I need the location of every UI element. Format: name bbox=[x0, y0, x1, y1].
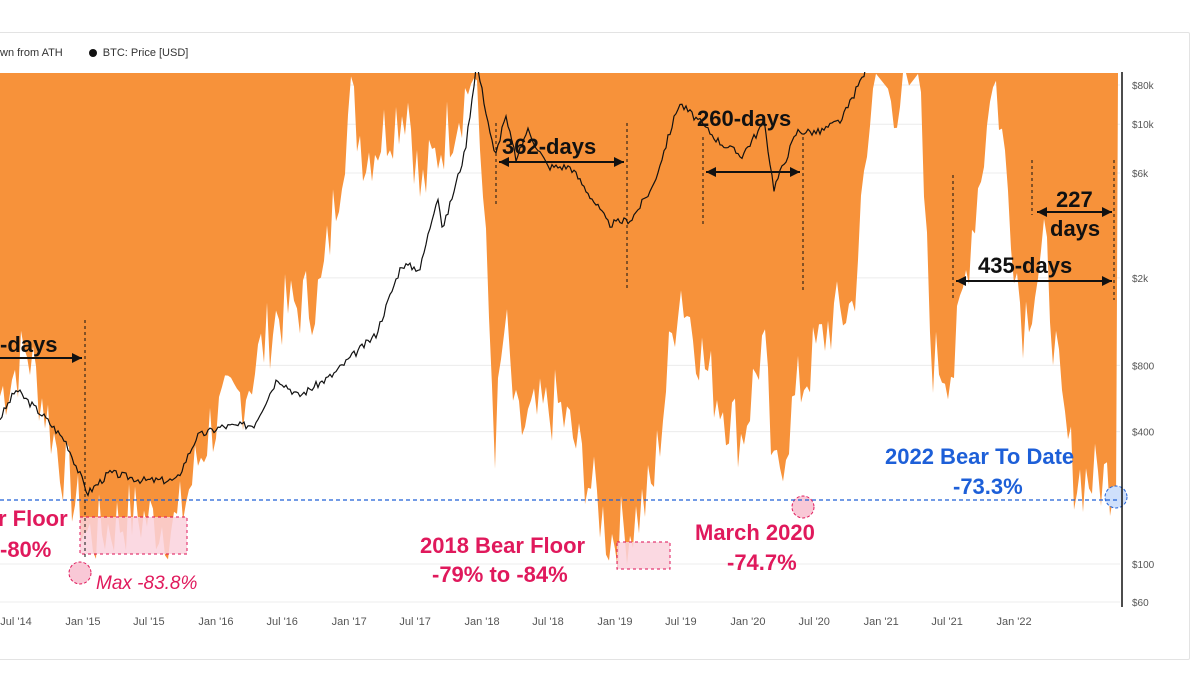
arrow-head-icon bbox=[956, 276, 966, 286]
arrow-head-icon bbox=[706, 167, 716, 177]
legend-drawdown[interactable]: wn from ATH bbox=[0, 47, 63, 59]
annotations: -days 362-days 260-days 227 days 435-day… bbox=[0, 106, 1100, 594]
arrow-head-icon bbox=[1102, 276, 1112, 286]
legend: wn from ATH BTC: Price [USD] bbox=[0, 44, 188, 62]
y-tick-label: $2k bbox=[1132, 274, 1149, 285]
arrow-head-icon bbox=[1102, 207, 1112, 217]
x-tick-label: Jan '17 bbox=[332, 616, 367, 628]
x-tick-label: Jul '17 bbox=[399, 616, 430, 628]
annotation-2015-max: Max -83.8% bbox=[96, 573, 197, 594]
legend-price-label: BTC: Price [USD] bbox=[102, 47, 189, 59]
price-series bbox=[0, 72, 866, 498]
arrow-head-icon bbox=[72, 353, 82, 363]
annotation-2018-range: -79% to -84% bbox=[432, 562, 568, 587]
annotation-march-2020-pct: -74.7% bbox=[727, 550, 797, 575]
y-tick-label: $60 bbox=[1132, 598, 1149, 609]
bottom-marker-circle bbox=[791, 495, 815, 519]
x-tick-label: Jul '16 bbox=[266, 616, 297, 628]
x-tick-label: Jul '20 bbox=[798, 616, 829, 628]
x-tick-label: Jan '16 bbox=[198, 616, 233, 628]
annotation-march-2020: March 2020 bbox=[695, 520, 815, 545]
arrow-head-icon bbox=[1037, 207, 1047, 217]
x-tick-label: Jul '18 bbox=[532, 616, 563, 628]
x-tick-label: Jul '19 bbox=[665, 616, 696, 628]
x-tick-label: Jan '19 bbox=[597, 616, 632, 628]
annotation-2022-bear: 2022 Bear To Date bbox=[885, 444, 1074, 469]
bear-floor-box bbox=[79, 516, 188, 555]
legend-price-dot-icon bbox=[88, 49, 97, 58]
annotation-2015-pct: -80% bbox=[0, 537, 51, 562]
cycle-markers bbox=[0, 123, 1120, 560]
x-tick-label: Jan '22 bbox=[997, 616, 1032, 628]
y-tick-label: $800 bbox=[1132, 361, 1155, 372]
legend-drawdown-label: wn from ATH bbox=[0, 47, 63, 59]
y-tick-label: $100 bbox=[1132, 560, 1155, 571]
x-tick-label: Jan '15 bbox=[65, 616, 100, 628]
x-tick-label: Jul '14 bbox=[0, 616, 31, 628]
x-tick-label: Jul '15 bbox=[133, 616, 164, 628]
legend-price[interactable]: BTC: Price [USD] bbox=[88, 47, 189, 59]
annotation-227-days: days bbox=[1050, 216, 1100, 241]
arrow-head-icon bbox=[790, 167, 800, 177]
bear-floor-box bbox=[616, 541, 671, 570]
arrow-head-icon bbox=[614, 157, 624, 167]
annotation-435-days: 435-days bbox=[978, 253, 1072, 278]
annotation-days-left: -days bbox=[0, 332, 57, 357]
y-tick-label: $400 bbox=[1132, 428, 1155, 439]
x-tick-label: Jan '21 bbox=[864, 616, 899, 628]
price-line bbox=[0, 72, 866, 498]
x-tick-label: Jul '21 bbox=[931, 616, 962, 628]
annotation-227: 227 bbox=[1056, 187, 1093, 212]
annotation-2015-floor: r Floor bbox=[0, 506, 68, 531]
x-tick-label: Jan '18 bbox=[465, 616, 500, 628]
annotation-2018-floor: 2018 Bear Floor bbox=[420, 533, 586, 558]
y-tick-label: $80k bbox=[1132, 81, 1155, 92]
x-tick-label: Jan '20 bbox=[730, 616, 765, 628]
arrow-head-icon bbox=[499, 157, 509, 167]
y-tick-label: $10k bbox=[1132, 120, 1155, 131]
drawdown-area bbox=[0, 73, 1118, 571]
annotation-2022-pct: -73.3% bbox=[953, 474, 1023, 499]
bottom-marker-circle bbox=[68, 561, 92, 585]
y-axis-ticks: $80k$40k$10k$6k$2k$800$400$100$60 bbox=[1132, 81, 1155, 609]
annotation-260-days: 260-days bbox=[697, 106, 791, 131]
annotation-362-days: 362-days bbox=[502, 134, 596, 159]
bottom-marker-circle bbox=[1104, 485, 1128, 509]
y-tick-label: $6k bbox=[1132, 169, 1149, 180]
x-axis-ticks: Jul '14 Jan '15 Jul '15 Jan '16 Jul '16 Jan '… bbox=[0, 616, 1031, 628]
drawdown-series bbox=[0, 73, 1118, 571]
